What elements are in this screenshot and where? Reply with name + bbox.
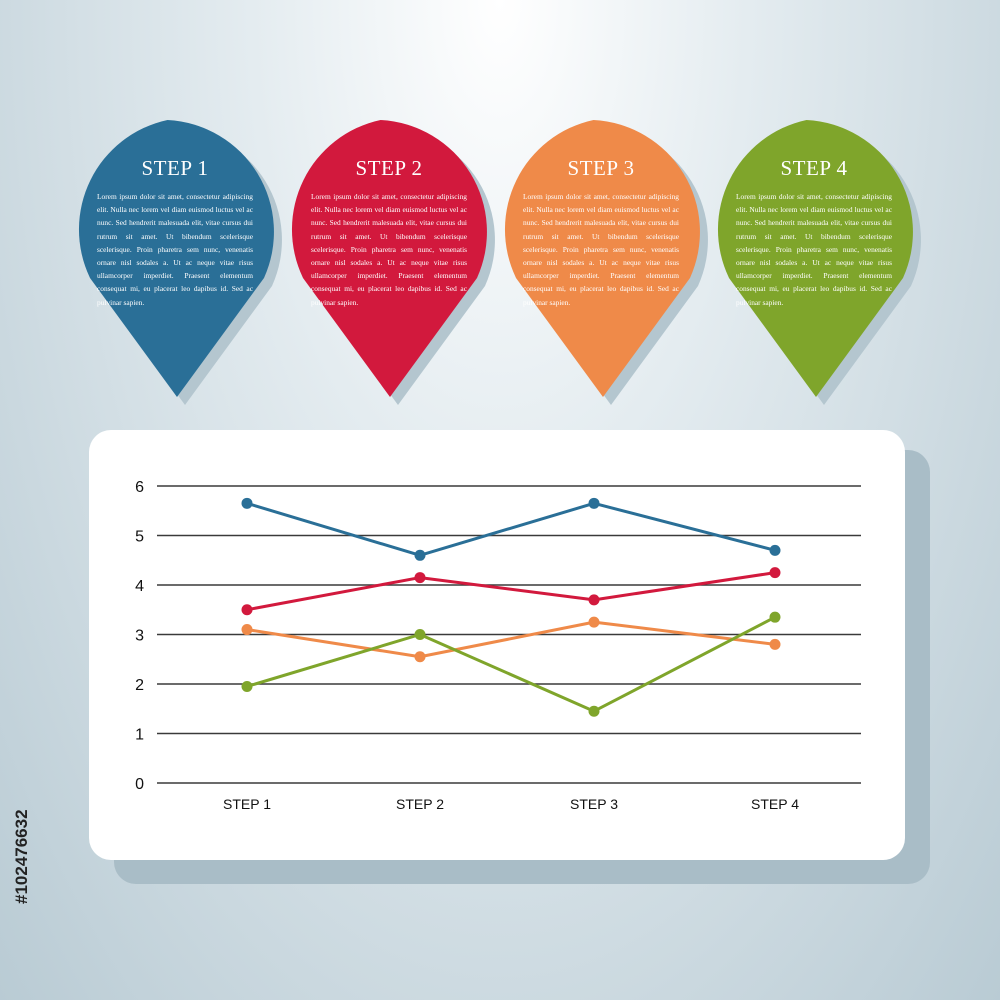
step-1-content: STEP 1 Lorem ipsum dolor sit amet, conse…	[97, 156, 253, 309]
stock-id-text: #102476632	[12, 809, 31, 904]
step-3-content: STEP 3 Lorem ipsum dolor sit amet, conse…	[523, 156, 679, 309]
pin-step-2	[291, 120, 487, 397]
x-tick-label: STEP 3	[570, 796, 618, 812]
chart-card: 0 1 2 3 4 5 6 STEP 1 STEP 2 STEP 3 STEP 4	[89, 430, 905, 860]
data-point	[241, 604, 253, 616]
data-point	[241, 624, 253, 636]
step-1-title: STEP 1	[141, 156, 209, 180]
step-2-title: STEP 2	[355, 156, 423, 180]
y-tick-label: 4	[135, 578, 144, 595]
series-line-2	[245, 571, 777, 612]
data-point	[414, 572, 426, 584]
data-point	[769, 611, 781, 623]
pin-step-3	[504, 120, 700, 397]
step-2-text: Lorem ipsum dolor sit amet, consectetur …	[311, 192, 467, 307]
step-4-text: Lorem ipsum dolor sit amet, consectetur …	[736, 192, 892, 307]
data-point	[588, 705, 600, 717]
y-tick-label: 6	[135, 479, 144, 496]
x-tick-label: STEP 4	[751, 796, 799, 812]
y-tick-label: 0	[135, 776, 144, 793]
data-point	[769, 638, 781, 650]
y-tick-label: 2	[135, 677, 144, 694]
step-2-content: STEP 2 Lorem ipsum dolor sit amet, conse…	[311, 156, 467, 309]
step-3-title: STEP 3	[567, 156, 635, 180]
y-tick-label: 1	[135, 727, 144, 744]
data-point	[769, 567, 781, 579]
y-tick-label: 5	[135, 529, 144, 546]
series-line-1	[245, 501, 777, 557]
step-3-text: Lorem ipsum dolor sit amet, consectetur …	[523, 192, 679, 307]
line-chart: 0 1 2 3 4 5 6 STEP 1 STEP 2 STEP 3 STEP 4	[135, 479, 861, 812]
data-point	[414, 549, 426, 561]
data-point	[588, 497, 600, 509]
series-line-4	[245, 615, 777, 713]
pin-step-4	[717, 120, 913, 397]
stock-id-watermark: #102476632	[12, 809, 31, 904]
data-point	[588, 616, 600, 628]
series-line-3	[245, 620, 777, 659]
data-point	[414, 651, 426, 663]
step-4-content: STEP 4 Lorem ipsum dolor sit amet, conse…	[736, 156, 892, 309]
step-pins	[78, 120, 921, 405]
step-4-title: STEP 4	[780, 156, 848, 180]
data-point	[241, 680, 253, 692]
y-tick-label: 3	[135, 628, 144, 645]
step-1-text: Lorem ipsum dolor sit amet, consectetur …	[97, 192, 253, 307]
x-tick-label: STEP 2	[396, 796, 444, 812]
data-point	[414, 629, 426, 640]
data-point	[588, 594, 600, 606]
data-point	[241, 497, 253, 509]
pin-step-1	[78, 120, 274, 397]
x-tick-label: STEP 1	[223, 796, 271, 812]
data-point	[769, 544, 781, 556]
